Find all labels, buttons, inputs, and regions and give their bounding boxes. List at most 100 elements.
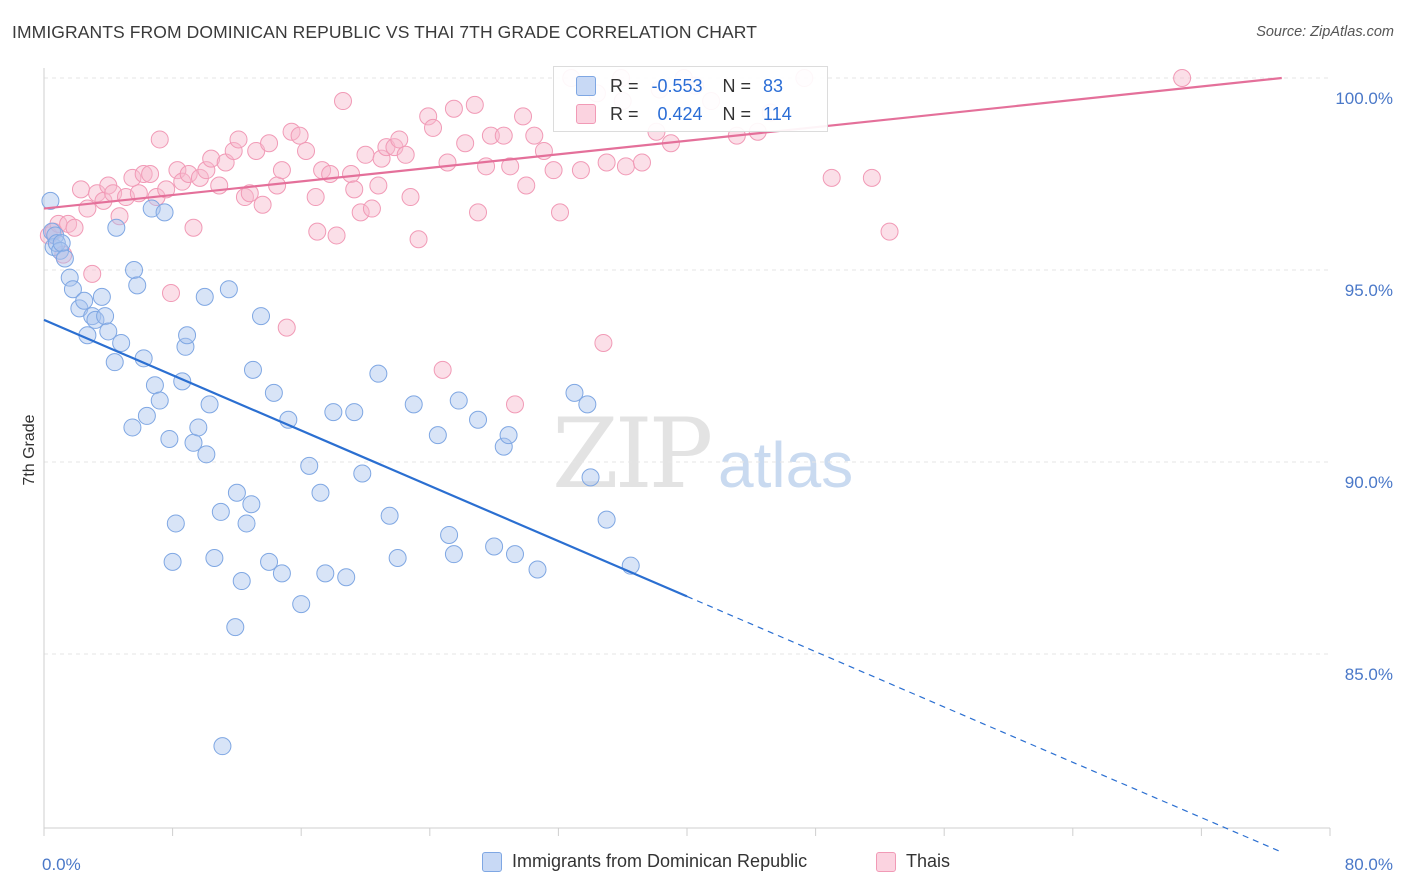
dominican-point bbox=[581, 468, 600, 487]
bottom-legend: Immigrants from Dominican Republic Thais bbox=[0, 851, 1406, 877]
dominican-point bbox=[211, 502, 230, 521]
dominican-point bbox=[494, 437, 513, 456]
dominican-point bbox=[227, 483, 246, 502]
dominican-point bbox=[226, 618, 245, 637]
legend-row-dominican: R = -0.553 N = 83 bbox=[576, 73, 783, 99]
thai-point bbox=[551, 203, 570, 222]
thai-point bbox=[409, 230, 428, 249]
dominican-point bbox=[380, 506, 399, 525]
y-axis-title: 7th Grade bbox=[21, 414, 38, 485]
dominican-point bbox=[55, 249, 74, 268]
dominican-point bbox=[597, 510, 616, 529]
thai-point bbox=[505, 395, 524, 414]
dominican-point bbox=[112, 333, 131, 352]
dominican-point bbox=[505, 545, 524, 564]
thai-point bbox=[240, 184, 259, 203]
dominican-point bbox=[565, 383, 584, 402]
thai-point bbox=[260, 134, 279, 153]
thai-point bbox=[356, 145, 375, 164]
bottom-legend-label: Immigrants from Dominican Republic bbox=[512, 851, 808, 871]
dominican-point bbox=[150, 391, 169, 410]
dominican-point bbox=[60, 268, 79, 287]
dominican-trendline bbox=[43, 318, 688, 598]
legend-row-thais: R = 0.424 N = 114 bbox=[576, 101, 792, 127]
dominican-trendline-extension bbox=[686, 595, 1283, 853]
thai-point bbox=[632, 153, 651, 172]
thai-point bbox=[401, 188, 420, 207]
legend-swatch-blue bbox=[576, 76, 596, 96]
y-tick-label: 95.0% bbox=[1345, 281, 1393, 300]
thai-point bbox=[150, 130, 169, 149]
thai-point bbox=[390, 130, 409, 149]
thai-point bbox=[272, 161, 291, 180]
dominican-point bbox=[264, 383, 283, 402]
thai-point bbox=[494, 126, 513, 145]
thai-point bbox=[517, 176, 536, 195]
bottom-legend-dominican[interactable]: Immigrants from Dominican Republic bbox=[482, 851, 807, 872]
thai-point bbox=[229, 130, 248, 149]
dominican-point bbox=[337, 568, 356, 587]
thai-point bbox=[525, 126, 544, 145]
dominican-point bbox=[155, 203, 174, 222]
legend-r-value: 0.424 bbox=[657, 103, 703, 124]
dominican-point bbox=[369, 364, 388, 383]
dominican-point bbox=[404, 395, 423, 414]
bottom-legend-label: Thais bbox=[906, 851, 951, 871]
dominican-point bbox=[292, 595, 311, 614]
dominican-point bbox=[499, 426, 518, 445]
thai-point bbox=[571, 161, 590, 180]
thai-point bbox=[327, 226, 346, 245]
bottom-legend-thais[interactable]: Thais bbox=[876, 851, 950, 872]
thai-point bbox=[465, 95, 484, 114]
legend-n-label: N = bbox=[722, 75, 752, 96]
thai-point bbox=[351, 203, 370, 222]
dominican-point bbox=[345, 403, 364, 422]
dominican-point bbox=[316, 564, 335, 583]
dominican-point bbox=[178, 326, 197, 345]
dominican-point bbox=[528, 560, 547, 579]
dominican-point bbox=[469, 410, 488, 429]
watermark-zip: ZIP bbox=[552, 398, 713, 510]
dominican-point bbox=[300, 456, 319, 475]
legend-n-label: N = bbox=[722, 103, 752, 124]
thai-trendline bbox=[43, 76, 1282, 210]
dominican-point bbox=[145, 376, 164, 395]
thai-point bbox=[277, 318, 296, 337]
dominican-point bbox=[324, 403, 343, 422]
dominican-point bbox=[205, 549, 224, 567]
dominican-point bbox=[92, 287, 111, 306]
dominican-point bbox=[176, 337, 195, 356]
dominican-point bbox=[219, 280, 238, 299]
thai-point bbox=[141, 165, 160, 183]
dominican-point bbox=[200, 395, 219, 414]
dominican-point bbox=[137, 406, 156, 425]
dominican-point bbox=[444, 545, 463, 564]
x-tick-label: 0.0% bbox=[42, 855, 81, 874]
x-tick-label: 80.0% bbox=[1345, 855, 1393, 874]
thai-point bbox=[71, 180, 90, 199]
dominican-point bbox=[75, 291, 94, 310]
dominican-point bbox=[99, 322, 118, 341]
thai-point bbox=[1173, 69, 1192, 87]
thai-point bbox=[342, 165, 361, 183]
dominican-point bbox=[128, 276, 147, 295]
dominican-point bbox=[252, 307, 271, 326]
thai-point bbox=[190, 168, 209, 187]
correlation-legend: R = -0.553 N = 83 R = 0.424 N = 114 bbox=[553, 66, 828, 132]
dominican-point bbox=[449, 391, 468, 410]
dominican-point bbox=[166, 514, 185, 533]
thai-point bbox=[290, 126, 309, 145]
dominican-point bbox=[272, 564, 291, 583]
thai-point bbox=[438, 153, 457, 172]
thai-point bbox=[173, 172, 192, 191]
dominican-point bbox=[125, 261, 144, 279]
thai-point bbox=[822, 168, 841, 187]
thai-point bbox=[184, 218, 203, 237]
y-tick-label: 100.0% bbox=[1335, 89, 1393, 108]
dominican-point bbox=[195, 287, 214, 306]
thai-point bbox=[202, 149, 221, 168]
thai-point bbox=[369, 176, 388, 195]
thai-point bbox=[345, 180, 364, 199]
thai-point bbox=[419, 107, 438, 126]
